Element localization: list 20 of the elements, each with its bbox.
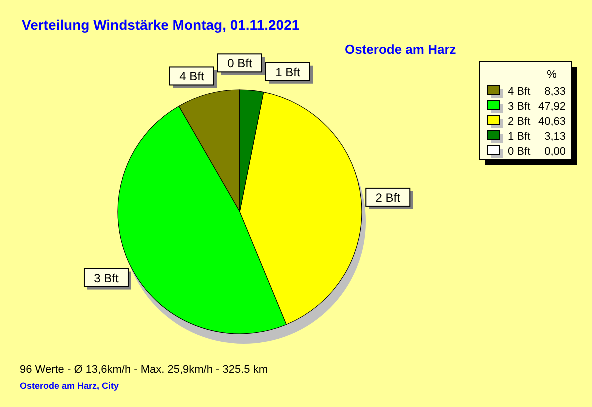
legend-title: % xyxy=(547,69,558,81)
legend-label: 3 Bft xyxy=(508,101,531,113)
category-label: 0 Bft xyxy=(228,56,252,71)
legend-label: 2 Bft xyxy=(508,116,531,128)
slice-label: 1 Bft xyxy=(276,65,301,80)
data-label: 47,92 xyxy=(538,101,566,113)
chart-subtitle: Osterode am Harz xyxy=(345,42,457,57)
slice-label: 4 Bft xyxy=(180,70,205,84)
text: Osterode am Harz, City xyxy=(20,381,120,391)
data-label: 8,33 xyxy=(544,86,566,98)
data-label: 40,63 xyxy=(538,116,566,128)
slice-label: 2 Bft xyxy=(376,190,402,205)
chart-title: Verteilung Windstärke Montag, 01.11.2021 xyxy=(22,17,300,33)
text: 0,00 xyxy=(544,146,566,158)
legend-label: 4 Bft xyxy=(508,86,531,98)
slice-label: 3 Bft xyxy=(94,271,120,286)
legend-label: 1 Bft xyxy=(508,131,531,143)
data-label: 3,13 xyxy=(544,131,566,143)
text: 96 Werte - Ø 13,6km/h - Max. 25,9km/h - 325.5 km xyxy=(20,364,268,376)
legend-label: 0 Bft xyxy=(508,146,531,158)
